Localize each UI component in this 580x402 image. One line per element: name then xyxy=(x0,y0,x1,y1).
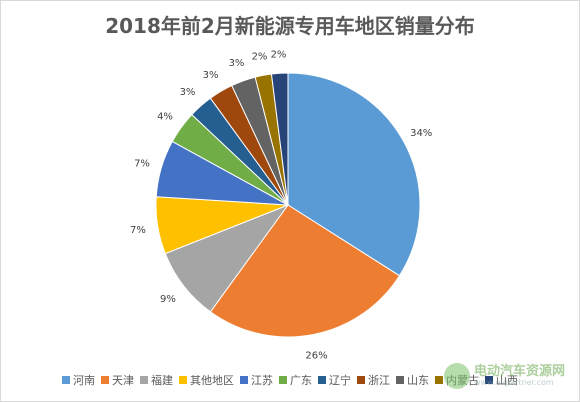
data-label-5: 7% xyxy=(134,159,150,170)
legend-swatch xyxy=(279,376,287,384)
legend-item-2: 天津 xyxy=(101,372,134,388)
legend-label: 河南 xyxy=(73,374,95,387)
legend-label: 福建 xyxy=(151,374,173,387)
legend-label: 山西 xyxy=(496,374,518,387)
legend-swatch xyxy=(62,376,70,384)
legend-label: 广东 xyxy=(290,374,312,387)
watermark-main-text: 电动汽车资源网 xyxy=(474,363,566,379)
legend-swatch xyxy=(318,376,326,384)
pie-slice-1 xyxy=(287,72,421,277)
legend-swatch xyxy=(240,376,248,384)
watermark: 电动汽车资源网 www.evpartner.com xyxy=(444,358,576,394)
legend-label: 江苏 xyxy=(251,374,273,387)
data-label-10: 2% xyxy=(252,52,268,63)
legend-swatch xyxy=(485,376,493,384)
legend-item-5: 江苏 xyxy=(240,372,273,388)
watermark-sub-text: www.evpartner.com xyxy=(474,377,554,387)
data-label-11: 2% xyxy=(271,49,287,60)
legend-item-3: 福建 xyxy=(140,372,173,388)
data-label-7: 3% xyxy=(180,87,196,98)
watermark-logo-icon xyxy=(444,363,470,389)
legend-label: 浙江 xyxy=(368,374,390,387)
legend-swatch xyxy=(357,376,365,384)
data-label-8: 3% xyxy=(203,70,219,81)
legend-item-7: 辽宁 xyxy=(318,372,351,388)
legend-swatch xyxy=(101,376,109,384)
legend-label: 其他地区 xyxy=(190,374,234,387)
data-label-9: 3% xyxy=(229,58,245,69)
data-label-4: 7% xyxy=(130,225,146,236)
legend-item-11: 山西 xyxy=(485,372,518,388)
legend-item-8: 浙江 xyxy=(357,372,390,388)
legend-label: 山东 xyxy=(407,374,429,387)
data-label-1: 34% xyxy=(410,128,432,139)
legend-swatch xyxy=(140,376,148,384)
legend-swatch xyxy=(396,376,404,384)
data-label-6: 4% xyxy=(157,112,173,123)
legend-swatch xyxy=(179,376,187,384)
data-label-3: 9% xyxy=(160,294,176,305)
legend-item-1: 河南 xyxy=(62,372,95,388)
chart-title: 2018年前2月新能源专用车地区销量分布 xyxy=(105,14,475,38)
legend-label: 天津 xyxy=(112,374,134,387)
data-label-2: 26% xyxy=(305,350,327,361)
pie-slice-11 xyxy=(270,72,289,206)
legend-item-9: 山东 xyxy=(396,372,429,388)
legend-item-6: 广东 xyxy=(279,372,312,388)
legend-item-4: 其他地区 xyxy=(179,372,234,388)
legend-swatch xyxy=(435,376,443,384)
legend-label: 辽宁 xyxy=(329,374,351,387)
pie-slice-2 xyxy=(209,204,401,338)
